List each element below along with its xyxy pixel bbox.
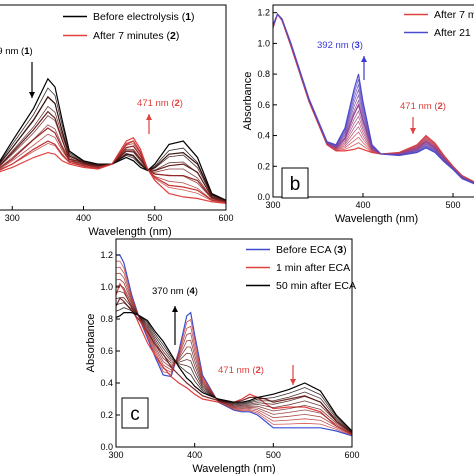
series-interp-3 [0, 105, 226, 202]
series-interp-6 [116, 291, 352, 434]
annotation-0: 392 nm (3) [317, 40, 363, 51]
panel-a: 300 400 500 600 Wavelength (nm) Before electr… [0, 4, 234, 238]
annotation-1: 471 nm (2) [137, 98, 183, 109]
x-tick-label-1: 400 [76, 213, 91, 223]
annotation-0: 370 nm (4) [152, 286, 198, 297]
y-tick-label-6: 1.2 [100, 250, 113, 260]
y-tick-label-4: 0.8 [257, 69, 270, 79]
x-axis-label: Wavelength (nm) [192, 463, 275, 474]
annotation-arrow-1-head [290, 379, 296, 385]
panel-label: c [130, 404, 140, 425]
x-axis-label: Wavelength (nm) [335, 213, 418, 225]
y-tick-label-3: 0.6 [257, 100, 270, 110]
series-interp-4 [0, 115, 226, 203]
y-tick-label-3: 0.6 [100, 346, 113, 356]
y-tick-label-1: 0.2 [100, 410, 113, 420]
series-line-5 [0, 137, 226, 204]
annotation-arrow-0-head [361, 56, 367, 62]
annotation-0: 59 nm (1) [0, 46, 33, 57]
x-tick-label-1: 400 [355, 200, 370, 210]
plot-frame [272, 4, 474, 198]
legend-entry-0: Before ECA (3) [276, 244, 347, 256]
legend-entry-1: 1 min after ECA [276, 262, 350, 274]
series-interp-7 [116, 297, 352, 433]
series-line-3 [116, 312, 352, 432]
series-interp-8 [116, 302, 352, 433]
x-tick-label-2: 500 [445, 200, 460, 210]
y-axis-label: Absorbance [242, 72, 254, 131]
legend-entry-1: After 21 m [434, 27, 474, 39]
legend-entry-2: 50 min after ECA [276, 280, 356, 292]
y-tick-label-5: 1.0 [257, 38, 270, 48]
panel-c: 300 400 500 600 0.0 0.2 0.4 0.6 0.8 1.0 1.2 Wavelen… [85, 238, 360, 474]
series-line-4 [0, 140, 226, 203]
series-line-1 [116, 282, 352, 435]
x-tick-label-2: 500 [147, 213, 162, 223]
annotation-arrow-0 [172, 306, 178, 345]
series-interp-13 [273, 13, 474, 184]
x-tick-label-0: 300 [5, 213, 20, 223]
y-tick-label-2: 0.4 [100, 378, 113, 388]
series-line-0 [0, 77, 226, 201]
y-tick-label-0: 0.0 [100, 442, 113, 452]
x-tick-label-1: 400 [187, 450, 202, 460]
plot-frame [115, 238, 353, 448]
panel-label: b [290, 174, 301, 195]
panel-b: 300 400 500 0.0 0.2 0.4 0.6 0.8 1.0 1.2 Wavelength… [242, 4, 474, 225]
y-tick-label-4: 0.8 [100, 314, 113, 324]
x-tick-label-3: 600 [344, 450, 359, 460]
y-tick-label-2: 0.4 [257, 131, 270, 141]
series-interp-5 [0, 124, 226, 203]
x-tick-label-3: 600 [218, 213, 233, 223]
series-interp-1 [0, 87, 226, 201]
annotation-arrow-0-head [172, 306, 178, 312]
annotation-arrow-1-head [146, 114, 152, 120]
annotation-arrow-1 [410, 117, 416, 134]
legend-entry-1: After 7 minutes (2) [93, 30, 179, 42]
series-interp-6 [0, 133, 226, 203]
series-interp-7 [0, 140, 226, 204]
x-tick-label-2: 500 [266, 450, 281, 460]
y-tick-label-1: 0.2 [257, 161, 270, 171]
plot-frame [0, 4, 227, 211]
y-tick-label-0: 0.0 [257, 192, 270, 202]
x-tick-label-0: 300 [265, 200, 280, 210]
annotation-arrow-0 [361, 56, 367, 80]
x-tick-label-0: 300 [108, 450, 123, 460]
annotation-1: 471 nm (2) [400, 101, 446, 112]
panel-label-box [121, 397, 149, 429]
series-group [273, 12, 474, 185]
series-interp-9 [116, 307, 352, 432]
series-interp-2 [0, 96, 226, 202]
annotation-arrow-1-head [410, 128, 416, 134]
annotation-arrow-1 [290, 365, 296, 385]
x-axis-label: Wavelength (nm) [88, 226, 171, 238]
annotation-arrow-1 [146, 114, 152, 134]
y-tick-label-6: 1.2 [257, 8, 270, 18]
legend-entry-0: After 7 mi [434, 9, 474, 21]
y-tick-label-5: 1.0 [100, 282, 113, 292]
annotation-arrow-0-head [29, 92, 35, 98]
annotation-1: 471 nm (2) [218, 365, 264, 376]
series-group [116, 254, 352, 437]
annotation-arrow-0 [29, 62, 35, 98]
y-axis-label: Absorbance [85, 314, 97, 373]
panel-label-box [281, 167, 309, 199]
legend-entry-0: Before electrolysis (1) [93, 11, 195, 23]
series-group [0, 77, 226, 204]
